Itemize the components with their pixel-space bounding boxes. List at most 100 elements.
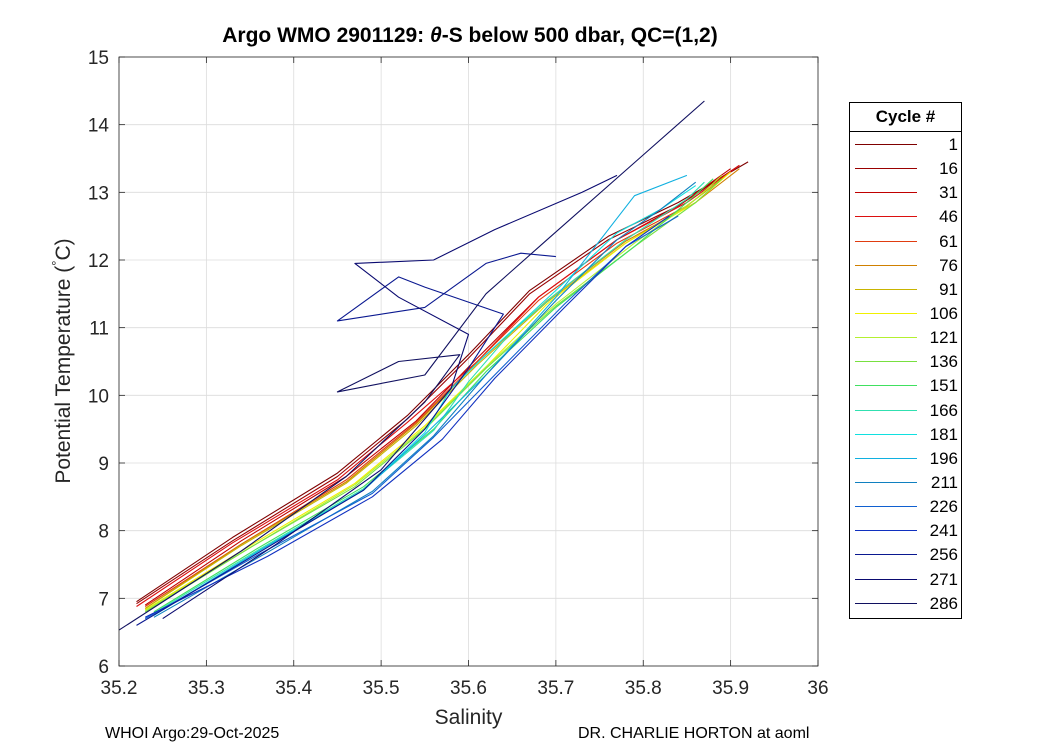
legend-item: 106	[850, 301, 961, 325]
legend-label: 61	[939, 231, 958, 251]
legend-label: 31	[939, 183, 958, 203]
legend-swatch	[855, 554, 917, 556]
x-tick-label: 35.4	[275, 678, 312, 699]
legend-label: 136	[929, 352, 958, 372]
chart-title-theta: θ	[430, 24, 442, 47]
series-line-cycle-16	[136, 164, 740, 605]
series-line-cycle-256	[136, 252, 556, 626]
legend-item: 286	[850, 591, 961, 615]
legend-label: 181	[929, 424, 958, 444]
x-tick-label: 35.3	[188, 678, 225, 699]
series-group	[118, 100, 749, 631]
legend-label: 166	[929, 400, 958, 420]
legend-swatch	[855, 481, 917, 483]
y-axis-label-degree: °	[49, 261, 64, 266]
legend-swatch	[855, 530, 917, 532]
legend-swatch	[855, 337, 917, 339]
x-tick-label: 36	[807, 678, 828, 699]
legend-label: 241	[929, 521, 958, 541]
x-tick-label: 35.6	[450, 678, 487, 699]
legend-item: 46	[850, 204, 961, 228]
legend-item: 1	[850, 132, 961, 156]
x-tick-label: 35.8	[625, 678, 662, 699]
y-tick-label: 11	[89, 319, 109, 340]
series-line-cycle-31	[144, 168, 731, 606]
legend-title: Cycle #	[850, 103, 961, 132]
legend-item: 136	[850, 349, 961, 373]
footer-credit: DR. CHARLIE HORTON at aoml	[578, 725, 810, 742]
y-tick-label: 12	[88, 251, 109, 272]
y-tick-label: 14	[88, 116, 110, 137]
legend-label: 91	[939, 279, 958, 299]
y-tick-label: 7	[98, 589, 109, 610]
legend-swatch	[855, 602, 917, 604]
legend-item: 76	[850, 253, 961, 277]
legend-item: 226	[850, 494, 961, 518]
series-line-cycle-151	[153, 178, 714, 613]
legend-item: 241	[850, 518, 961, 542]
legend-label: 271	[929, 569, 958, 589]
x-axis-label: Salinity	[435, 706, 503, 729]
legend-item: 61	[850, 229, 961, 253]
legend-label: 286	[929, 593, 958, 613]
y-axis-label-main: Potential Temperature (	[52, 266, 75, 484]
chart-title-prefix: Argo WMO 2901129:	[222, 24, 430, 47]
legend: Cycle # 1 16 31 46 61 76 91 106 121 136 151 166 181 1…	[849, 102, 962, 619]
legend-swatch	[855, 144, 917, 145]
legend-swatch	[855, 433, 917, 435]
series-line-cycle-121	[144, 174, 723, 611]
series-line-cycle-241	[144, 215, 670, 618]
legend-item: 211	[850, 470, 961, 494]
legend-swatch	[855, 264, 917, 266]
legend-swatch	[855, 457, 917, 459]
legend-label: 226	[929, 497, 958, 517]
x-tick-label: 35.7	[537, 678, 574, 699]
legend-swatch	[855, 385, 917, 387]
y-axis-label: Potential Temperature (°C)	[49, 238, 75, 483]
legend-label: 76	[939, 255, 958, 275]
legend-swatch	[855, 506, 917, 508]
legend-item: 121	[850, 325, 961, 349]
legend-item: 31	[850, 180, 961, 204]
legend-item: 16	[850, 156, 961, 180]
footer-source: WHOI Argo:29-Oct-2025	[105, 725, 280, 742]
legend-item: 256	[850, 542, 961, 566]
y-tick-label: 8	[98, 522, 109, 543]
legend-swatch	[855, 216, 917, 218]
chart-title: Argo WMO 2901129: θ-S below 500 dbar, QC…	[0, 24, 940, 48]
series-line-cycle-271	[162, 174, 618, 620]
x-tick-label: 35.5	[363, 678, 400, 699]
legend-item: 196	[850, 446, 961, 470]
y-tick-label: 6	[98, 657, 109, 678]
legend-label: 106	[929, 303, 958, 323]
legend-swatch	[855, 578, 917, 580]
y-tick-label: 10	[88, 386, 109, 407]
y-axis-ticks: 6 7 8 9 10 11 12 13 14 15	[88, 48, 818, 678]
x-tick-label: 35.2	[101, 678, 138, 699]
legend-label: 121	[929, 328, 958, 348]
legend-swatch	[855, 288, 917, 290]
legend-label: 211	[930, 472, 958, 492]
legend-item: 181	[850, 422, 961, 446]
legend-item: 166	[850, 398, 961, 422]
y-tick-label: 13	[88, 183, 109, 204]
legend-item: 271	[850, 567, 961, 591]
legend-swatch	[855, 409, 917, 411]
legend-swatch	[855, 240, 917, 242]
chart-title-suffix: -S below 500 dbar, QC=(1,2)	[441, 24, 718, 47]
legend-label: 256	[929, 545, 958, 565]
y-axis-label-unit: C)	[52, 238, 75, 260]
legend-swatch	[855, 168, 917, 170]
legend-label: 1	[948, 135, 958, 154]
legend-swatch	[855, 312, 917, 314]
legend-swatch	[855, 192, 917, 194]
x-axis-ticks: 35.2 35.3 35.4 35.5 35.6 35.7 35.8 35.9 36	[101, 57, 829, 699]
series-line-cycle-61	[144, 171, 731, 607]
y-tick-label: 9	[98, 454, 109, 475]
legend-swatch	[855, 361, 917, 363]
y-tick-label: 15	[88, 48, 109, 69]
x-tick-label: 35.9	[712, 678, 749, 699]
legend-items: 1 16 31 46 61 76 91 106 121 136 151 166 181 196 211 226…	[850, 132, 961, 615]
series-line-cycle-286	[118, 100, 705, 631]
